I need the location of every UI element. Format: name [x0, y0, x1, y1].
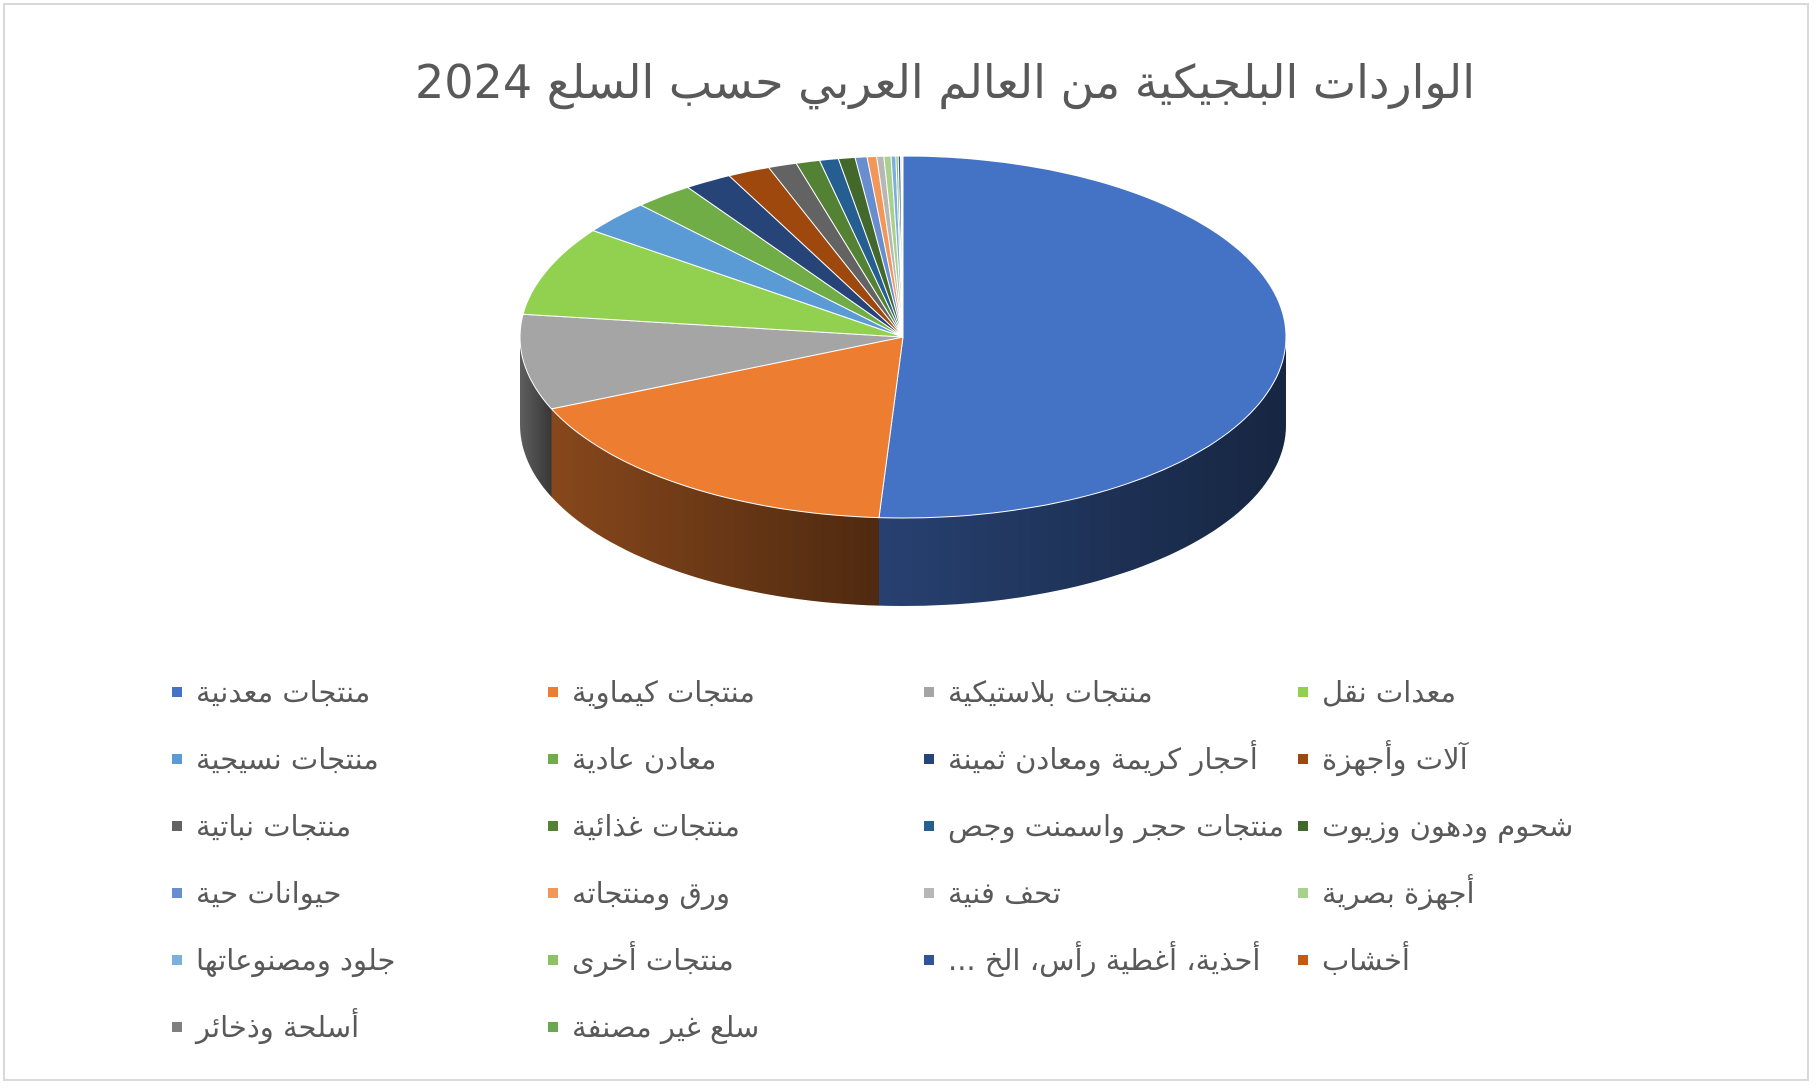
legend-swatch: [1298, 955, 1308, 965]
legend-item-22: سلع غير مصنفة: [548, 1007, 759, 1047]
legend-label: منتجات معدنية: [196, 675, 371, 709]
legend-label: معادن عادية: [572, 742, 717, 776]
pie-slice-2[interactable]: [550, 336, 904, 519]
legend-swatch: [548, 888, 558, 898]
legend-item-14: ورق ومنتجاته: [548, 873, 730, 913]
legend-label: أجهزة بصرية: [1322, 876, 1475, 910]
legend-label: منتجات حجر واسمنت وجص: [948, 809, 1285, 843]
legend-label: منتجات غذائية: [572, 809, 740, 843]
legend-swatch: [924, 888, 934, 898]
legend-item-19: أحذية، أغطية رأس، الخ ...: [924, 940, 1260, 980]
legend-label: منتجات نسيجية: [196, 742, 379, 776]
pie-side-walls: [520, 337, 1286, 606]
legend-label: ورق ومنتجاته: [572, 876, 730, 910]
legend-item-16: أجهزة بصرية: [1298, 873, 1475, 913]
legend-item-13: حيوانات حية: [172, 873, 341, 913]
legend-item-8: آلات وأجهزة: [1298, 739, 1468, 779]
legend-item-9: منتجات نباتية: [172, 806, 351, 846]
legend-label: شحوم ودهون وزيوت: [1322, 809, 1574, 843]
pie-slice-7[interactable]: [686, 175, 904, 338]
legend-swatch: [548, 821, 558, 831]
legend-label: جلود ومصنوعاتها: [196, 943, 396, 977]
pie-slice-side-shade-3: [520, 337, 552, 497]
legend-swatch: [172, 1022, 182, 1032]
legend-item-10: منتجات غذائية: [548, 806, 740, 846]
legend-swatch: [1298, 821, 1308, 831]
legend-swatch: [548, 754, 558, 764]
legend-item-4: معدات نقل: [1298, 672, 1456, 712]
legend-item-11: منتجات حجر واسمنت وجص: [924, 806, 1284, 846]
legend-swatch: [924, 955, 934, 965]
legend-label: تحف فنية: [948, 876, 1061, 910]
legend-label: منتجات نباتية: [196, 809, 352, 843]
legend-item-17: جلود ومصنوعاتها: [172, 940, 395, 980]
pie-slice-4[interactable]: [522, 230, 904, 338]
legend-item-5: منتجات نسيجية: [172, 739, 379, 779]
legend-swatch: [172, 955, 182, 965]
legend-item-3: منتجات بلاستيكية: [924, 672, 1153, 712]
legend-label: منتجات بلاستيكية: [948, 675, 1153, 709]
legend-item-1: منتجات معدنية: [172, 672, 370, 712]
legend-label: أحجار كريمة ومعادن ثمينة: [948, 742, 1258, 776]
legend-item-21: أسلحة وذخائر: [172, 1007, 359, 1047]
legend-swatch: [1298, 754, 1308, 764]
legend-item-20: أخشاب: [1298, 940, 1410, 980]
legend-swatch: [548, 955, 558, 965]
legend-label: منتجات أخرى: [572, 943, 734, 977]
pie-slice-3[interactable]: [519, 313, 904, 410]
legend-swatch: [172, 821, 182, 831]
pie-slice-6[interactable]: [639, 186, 904, 338]
legend-swatch: [1298, 888, 1308, 898]
pie-slice-side-shade-2: [551, 408, 879, 606]
legend-swatch: [1298, 687, 1308, 697]
legend-swatch: [548, 687, 558, 697]
legend-swatch: [924, 687, 934, 697]
legend-label: أخشاب: [1322, 943, 1410, 977]
legend-swatch: [548, 1022, 558, 1032]
legend-label: منتجات كيماوية: [572, 675, 755, 709]
legend-item-6: معادن عادية: [548, 739, 716, 779]
legend-item-18: منتجات أخرى: [548, 940, 734, 980]
legend-item-12: شحوم ودهون وزيوت: [1298, 806, 1573, 846]
legend-item-15: تحف فنية: [924, 873, 1061, 913]
legend-label: أسلحة وذخائر: [196, 1010, 360, 1044]
legend-label: معدات نقل: [1322, 675, 1457, 709]
pie-slices: [519, 155, 1287, 519]
legend-label: أحذية، أغطية رأس، الخ ...: [948, 943, 1261, 977]
legend-label: آلات وأجهزة: [1322, 742, 1468, 776]
legend-swatch: [172, 754, 182, 764]
legend-item-7: أحجار كريمة ومعادن ثمينة: [924, 739, 1258, 779]
legend-label: حيوانات حية: [196, 876, 342, 910]
legend-label: سلع غير مصنفة: [572, 1010, 760, 1044]
pie-slice-5[interactable]: [591, 204, 904, 338]
pie-slice-22[interactable]: [901, 155, 904, 338]
legend-swatch: [924, 821, 934, 831]
legend-swatch: [924, 754, 934, 764]
chart-title: الواردات البلجيكية من العالم العربي حسب …: [415, 55, 1475, 109]
legend-swatch: [172, 888, 182, 898]
pie-slice-side-shade-1: [879, 337, 1286, 606]
legend-item-2: منتجات كيماوية: [548, 672, 755, 712]
legend-swatch: [172, 687, 182, 697]
pie-slice-1[interactable]: [878, 155, 1287, 519]
